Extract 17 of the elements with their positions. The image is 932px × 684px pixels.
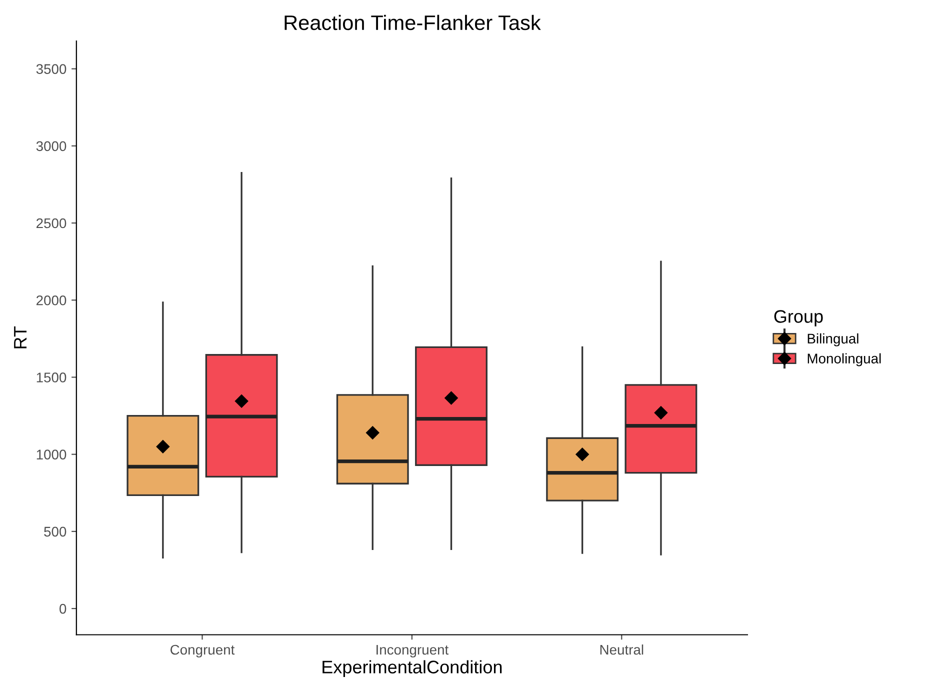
chart-title: Reaction Time-Flanker Task: [284, 14, 541, 30]
y-axis-title: RT: [14, 326, 27, 348]
y-tick-label: 2000: [36, 295, 66, 306]
y-tick-label: 1000: [36, 450, 66, 460]
x-tick-label: Congruent: [170, 644, 235, 658]
legend-label: Bilingual: [808, 333, 858, 346]
legend-label: Monolingual: [808, 353, 881, 366]
y-tick-label: 3000: [36, 141, 66, 152]
y-tick-label: 1500: [36, 372, 66, 382]
y-tick-label: 3500: [36, 64, 66, 74]
legend-title: Group: [774, 310, 823, 326]
x-tick-label: Neutral: [600, 644, 644, 655]
y-tick-label: 2500: [36, 218, 66, 228]
x-axis-title: ExperimentalCondition: [322, 660, 502, 678]
x-tick-label: Incongruent: [376, 644, 449, 658]
y-tick-label: 500: [44, 526, 66, 537]
y-tick-label: 0: [60, 604, 66, 614]
